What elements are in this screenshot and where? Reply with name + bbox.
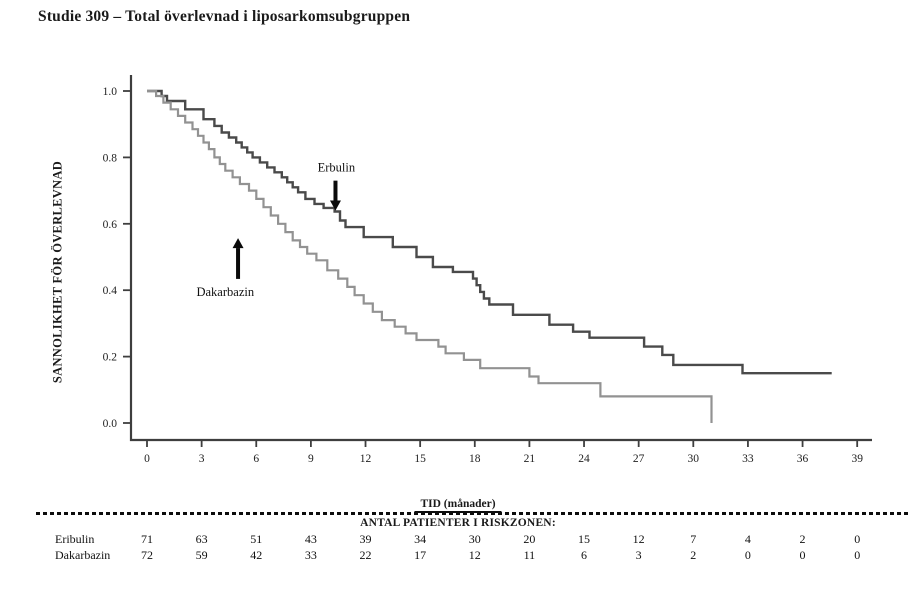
risk-count: 34: [414, 532, 426, 546]
erbulin-annotation-label: Erbulin: [318, 160, 356, 174]
x-tick-label: 21: [524, 453, 536, 465]
risk-count: 71: [141, 532, 153, 546]
x-tick-label: 9: [308, 453, 314, 465]
risk-count: 43: [305, 532, 317, 546]
risk-count: 30: [469, 532, 481, 546]
erbulin-curve: [147, 89, 832, 375]
y-tick-label: 1.0: [103, 86, 118, 98]
risk-count: 3: [636, 548, 642, 562]
dakarbazin-arrow-head: [232, 238, 244, 249]
risk-count: 0: [800, 548, 806, 562]
risk-count: 7: [690, 532, 696, 546]
x-tick-label: 39: [851, 453, 863, 465]
risk-count: 12: [633, 532, 645, 546]
risk-table-title: ANTAL PATIENTER I RISKZONEN:: [360, 517, 556, 529]
table-separator-dashed-line: [36, 512, 908, 515]
y-tick-label: 0.0: [103, 418, 118, 430]
risk-count: 0: [854, 548, 860, 562]
erbulin-arrow-head: [329, 200, 341, 211]
risk-count: 4: [745, 532, 751, 546]
y-tick-label: 0.6: [103, 219, 118, 231]
risk-count: 33: [305, 548, 317, 562]
x-tick-label: 0: [144, 453, 150, 465]
x-tick-label: 36: [797, 453, 809, 465]
risk-count: 6: [581, 548, 587, 562]
x-tick-label: 12: [360, 453, 372, 465]
risk-count: 39: [360, 532, 372, 546]
risk-row-label: Eribulin: [55, 532, 94, 546]
risk-count: 2: [690, 548, 696, 562]
risk-count: 0: [854, 532, 860, 546]
x-tick-label: 24: [578, 453, 590, 465]
risk-count: 11: [524, 548, 536, 562]
x-tick-label: 15: [414, 453, 426, 465]
risk-count: 22: [360, 548, 372, 562]
risk-count: 63: [196, 532, 208, 546]
dakarbazin-annotation-label: Dakarbazin: [196, 285, 254, 299]
risk-count: 15: [578, 532, 590, 546]
y-tick-label: 0.2: [103, 352, 118, 364]
x-tick-label: 18: [469, 453, 481, 465]
y-tick-label: 0.4: [103, 285, 118, 297]
risk-count: 20: [523, 532, 535, 546]
chart-title: Studie 309 – Total överlevnad i liposark…: [38, 8, 411, 25]
risk-count: 2: [800, 532, 806, 546]
x-tick-label: 3: [199, 453, 205, 465]
x-tick-label: 33: [742, 453, 754, 465]
x-tick-label: 27: [633, 453, 645, 465]
dakarbazin-curve: [147, 89, 713, 423]
risk-row-label: Dakarbazin: [55, 548, 110, 562]
risk-count: 59: [196, 548, 208, 562]
risk-count: 42: [250, 548, 262, 562]
x-axis-label: TID (månader): [414, 497, 502, 513]
risk-count: 51: [250, 532, 262, 546]
risk-count: 0: [745, 548, 751, 562]
axis-frame: [129, 75, 872, 442]
risk-count: 12: [469, 548, 481, 562]
x-tick-label: 30: [688, 453, 700, 465]
risk-count: 72: [141, 548, 153, 562]
risk-count: 17: [414, 548, 426, 562]
y-tick-label: 0.8: [103, 152, 118, 164]
x-tick-label: 6: [253, 453, 259, 465]
